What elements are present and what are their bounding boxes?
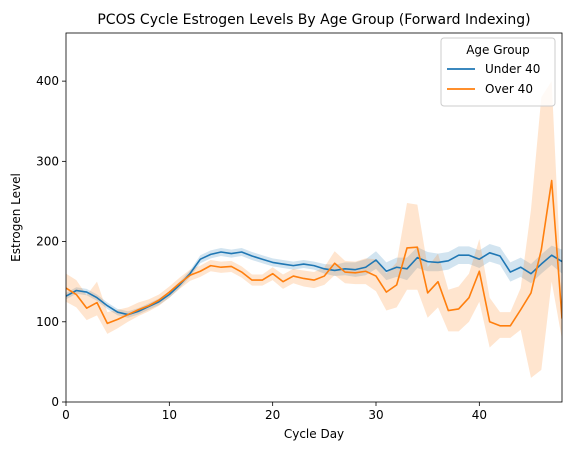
plot-frame xyxy=(65,32,563,403)
y-tick-label: 100 xyxy=(36,315,59,329)
x-tick-label: 10 xyxy=(162,408,177,422)
x-axis: 0 10 20 30 40 xyxy=(62,402,487,422)
line-over-40 xyxy=(66,179,562,327)
series-lines xyxy=(66,179,562,327)
x-tick-label: 20 xyxy=(265,408,280,422)
x-tick-label: 0 xyxy=(62,408,70,422)
confidence-bands xyxy=(66,81,562,378)
y-axis: 0 100 200 300 400 xyxy=(36,74,66,409)
x-tick-label: 40 xyxy=(472,408,487,422)
legend: Age Group Under 40 Over 40 xyxy=(440,37,556,107)
x-tick-label: 30 xyxy=(368,408,383,422)
y-tick-label: 0 xyxy=(51,395,59,409)
legend-title: Age Group xyxy=(466,43,530,57)
legend-label-under-40: Under 40 xyxy=(485,62,540,76)
y-axis-title: Estrogen Level xyxy=(9,173,23,262)
legend-items: Under 40 Over 40 xyxy=(447,62,540,96)
y-tick-label: 300 xyxy=(36,154,59,168)
y-tick-label: 200 xyxy=(36,235,59,249)
x-axis-title: Cycle Day xyxy=(284,427,344,441)
band-over-40 xyxy=(66,81,562,378)
chart-title: PCOS Cycle Estrogen Levels By Age Group … xyxy=(97,12,530,28)
legend-label-over-40: Over 40 xyxy=(485,82,533,96)
y-tick-label: 400 xyxy=(36,74,59,88)
